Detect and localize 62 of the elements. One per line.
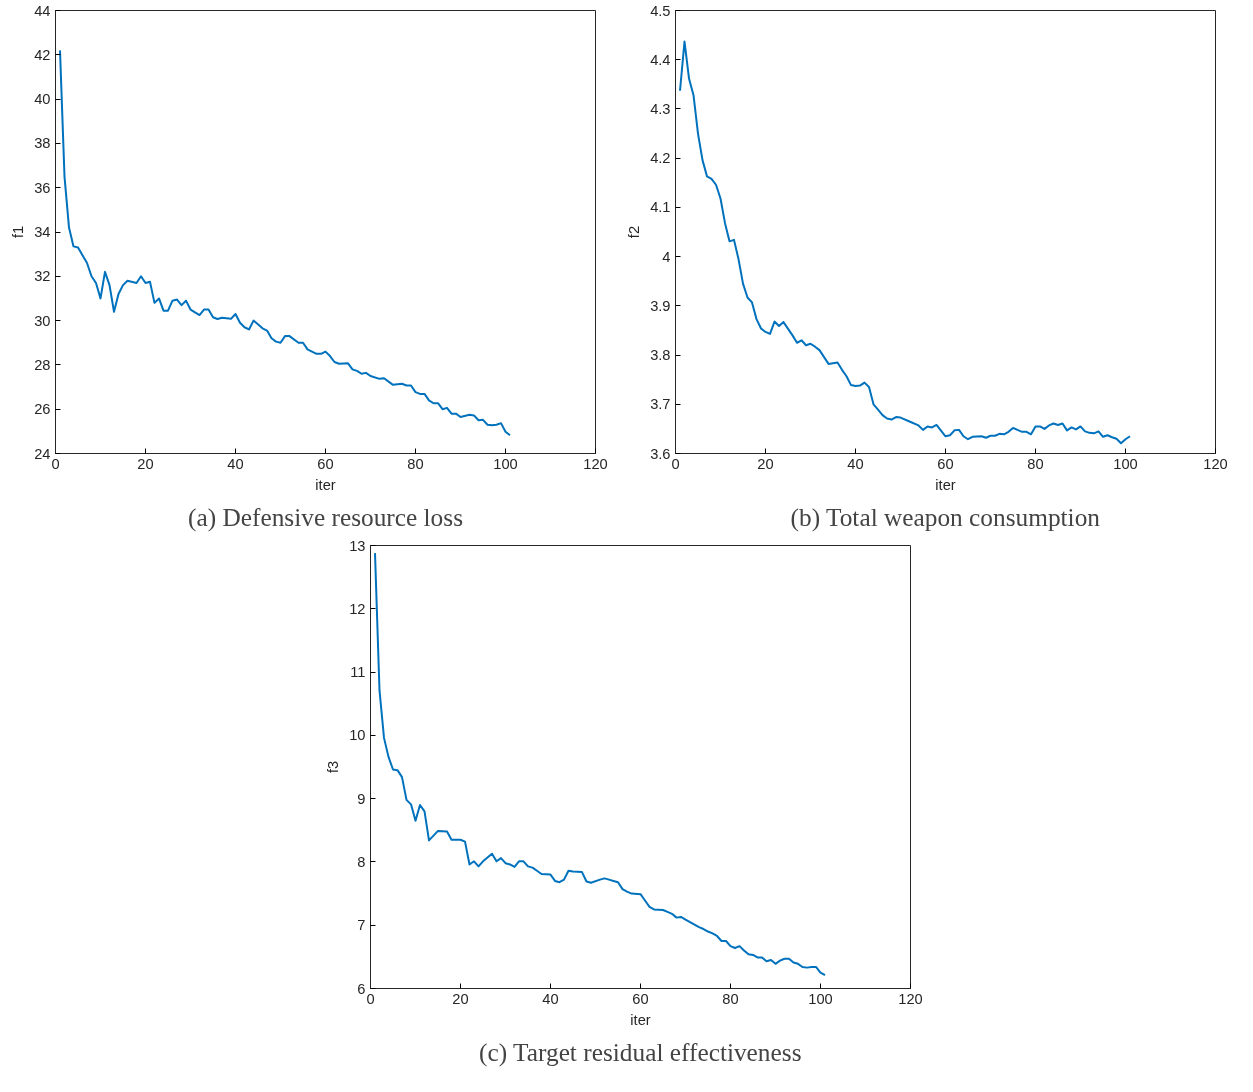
y-tick-label: 30 bbox=[34, 312, 51, 329]
y-axis-title: f1 bbox=[10, 225, 27, 239]
x-tick-label: 40 bbox=[542, 990, 559, 1007]
x-axis-title: iter bbox=[630, 1011, 651, 1028]
y-tick-label: 38 bbox=[34, 135, 51, 152]
y-tick-label: 3.7 bbox=[650, 396, 671, 413]
x-tick-label: 60 bbox=[632, 990, 649, 1007]
y-tick-label: 4.1 bbox=[650, 199, 671, 216]
y-tick-label: 40 bbox=[34, 91, 51, 108]
y-tick-label: 11 bbox=[350, 664, 366, 681]
y-axis-title: f3 bbox=[325, 760, 342, 774]
text: (b) Total weapon consumption bbox=[790, 502, 1101, 532]
y-tick-label: 28 bbox=[34, 356, 51, 373]
x-tick-label: 0 bbox=[366, 990, 375, 1007]
x-tick-label: 80 bbox=[722, 990, 739, 1007]
y-tick-label: 42 bbox=[34, 46, 51, 63]
y-tick-label: 3.8 bbox=[650, 347, 671, 364]
y-tick-label: 4 bbox=[662, 248, 671, 265]
y-tick-label: 9 bbox=[357, 790, 366, 807]
x-tick-label: 0 bbox=[51, 455, 60, 472]
x-tick-label: 0 bbox=[671, 455, 680, 472]
line-series bbox=[374, 552, 826, 977]
y-tick-label: 10 bbox=[349, 727, 366, 744]
line-series bbox=[679, 40, 1131, 445]
x-tick-label: 60 bbox=[937, 455, 954, 472]
y-tick-label: 4.3 bbox=[650, 100, 671, 117]
x-axis-title: iter bbox=[315, 476, 336, 493]
x-tick-label: 100 bbox=[1113, 455, 1138, 472]
y-tick-label: 4.5 bbox=[650, 2, 671, 19]
y-tick-label: 36 bbox=[34, 179, 51, 196]
x-tick-label: 40 bbox=[847, 455, 864, 472]
text: (a) Defensive resource loss bbox=[188, 502, 463, 532]
x-tick-label: 100 bbox=[493, 455, 518, 472]
x-tick-label: 100 bbox=[808, 990, 833, 1007]
y-tick-label: 13 bbox=[349, 537, 366, 554]
y-tick-label: 4.2 bbox=[650, 150, 671, 167]
y-tick-label: 44 bbox=[34, 2, 51, 19]
line-series bbox=[59, 49, 511, 437]
x-tick-label: 20 bbox=[452, 990, 469, 1007]
x-tick-label: 60 bbox=[317, 455, 334, 472]
x-tick-label: 80 bbox=[1027, 455, 1044, 472]
x-tick-label: 120 bbox=[1203, 455, 1228, 472]
y-tick-label: 6 bbox=[357, 980, 366, 997]
x-tick-label: 20 bbox=[137, 455, 154, 472]
y-tick-label: 8 bbox=[357, 853, 366, 870]
y-tick-label: 4.4 bbox=[650, 51, 671, 68]
x-tick-label: 120 bbox=[898, 990, 923, 1007]
y-tick-label: 3.9 bbox=[650, 297, 671, 314]
y-axis-title: f2 bbox=[626, 225, 643, 239]
x-tick-label: 20 bbox=[757, 455, 774, 472]
x-tick-label: 120 bbox=[583, 455, 608, 472]
y-tick-label: 24 bbox=[34, 445, 51, 462]
y-tick-label: 34 bbox=[34, 224, 51, 240]
y-tick-label: 7 bbox=[357, 917, 366, 934]
text: (c) Target residual effectiveness bbox=[479, 1037, 802, 1067]
y-tick-label: 26 bbox=[34, 401, 51, 418]
x-tick-label: 40 bbox=[227, 455, 244, 472]
y-tick-label: 12 bbox=[349, 600, 366, 617]
x-tick-label: 80 bbox=[407, 455, 424, 472]
y-tick-label: 32 bbox=[34, 268, 51, 285]
y-tick-label: 3.6 bbox=[650, 445, 671, 462]
x-axis-title: iter bbox=[935, 476, 956, 493]
